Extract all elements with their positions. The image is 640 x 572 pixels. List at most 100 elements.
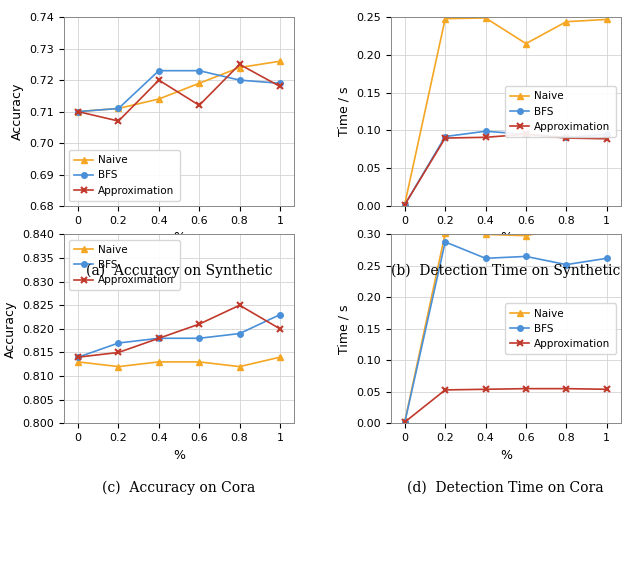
- Naive: [482, 231, 490, 238]
- Naive: [74, 108, 82, 115]
- Naive: [115, 363, 122, 370]
- Naive: [563, 18, 570, 25]
- Approximation: [236, 302, 243, 309]
- Approximation: [563, 385, 570, 392]
- Line: Naive: Naive: [402, 15, 609, 206]
- Naive: [74, 359, 82, 366]
- BFS: [74, 353, 82, 360]
- BFS: [195, 335, 203, 341]
- Approximation: [442, 387, 449, 394]
- Approximation: [155, 335, 163, 341]
- Approximation: [522, 385, 530, 392]
- Y-axis label: Time / s: Time / s: [338, 304, 351, 353]
- Legend: Naive, BFS, Approximation: Naive, BFS, Approximation: [69, 240, 180, 291]
- Approximation: [276, 325, 284, 332]
- Line: BFS: BFS: [76, 68, 283, 114]
- Naive: [401, 200, 409, 207]
- BFS: [603, 255, 611, 262]
- X-axis label: %: %: [500, 231, 512, 244]
- Text: (d)  Detection Time on Cora: (d) Detection Time on Cora: [408, 480, 604, 494]
- X-axis label: %: %: [500, 448, 512, 462]
- Approximation: [276, 83, 284, 90]
- Approximation: [603, 136, 611, 142]
- Approximation: [195, 321, 203, 328]
- X-axis label: %: %: [173, 448, 185, 462]
- Approximation: [155, 77, 163, 84]
- Approximation: [115, 349, 122, 356]
- BFS: [442, 133, 449, 140]
- Approximation: [401, 419, 409, 426]
- Naive: [155, 359, 163, 366]
- BFS: [236, 330, 243, 337]
- Naive: [603, 16, 611, 23]
- Line: Naive: Naive: [76, 58, 283, 114]
- Naive: [522, 232, 530, 239]
- Naive: [442, 230, 449, 237]
- BFS: [236, 77, 243, 84]
- BFS: [482, 255, 490, 262]
- Approximation: [74, 108, 82, 115]
- BFS: [401, 419, 409, 426]
- BFS: [482, 128, 490, 134]
- Naive: [236, 64, 243, 71]
- Naive: [563, 225, 570, 232]
- Approximation: [482, 134, 490, 141]
- Naive: [401, 418, 409, 425]
- Approximation: [563, 134, 570, 141]
- X-axis label: %: %: [173, 231, 185, 244]
- Line: Approximation: Approximation: [75, 61, 284, 125]
- BFS: [522, 131, 530, 138]
- Approximation: [236, 61, 243, 68]
- Naive: [442, 15, 449, 22]
- Approximation: [442, 134, 449, 141]
- BFS: [563, 134, 570, 141]
- Naive: [522, 40, 530, 47]
- BFS: [442, 239, 449, 245]
- BFS: [401, 201, 409, 208]
- Line: Naive: Naive: [76, 355, 283, 370]
- Approximation: [482, 386, 490, 393]
- Line: Naive: Naive: [402, 225, 609, 424]
- BFS: [276, 311, 284, 318]
- Y-axis label: Accuracy: Accuracy: [4, 300, 17, 358]
- Naive: [195, 359, 203, 366]
- Naive: [195, 80, 203, 87]
- Legend: Naive, BFS, Approximation: Naive, BFS, Approximation: [505, 303, 616, 354]
- Naive: [276, 58, 284, 65]
- Text: (a)  Accuracy on Synthetic: (a) Accuracy on Synthetic: [86, 263, 273, 277]
- BFS: [115, 340, 122, 347]
- Y-axis label: Accuracy: Accuracy: [11, 83, 24, 140]
- BFS: [155, 335, 163, 341]
- Line: BFS: BFS: [402, 129, 609, 207]
- Legend: Naive, BFS, Approximation: Naive, BFS, Approximation: [505, 86, 616, 137]
- Naive: [603, 226, 611, 233]
- Approximation: [522, 131, 530, 138]
- Text: (c)  Accuracy on Cora: (c) Accuracy on Cora: [102, 480, 255, 495]
- Approximation: [74, 353, 82, 360]
- Naive: [276, 353, 284, 360]
- Approximation: [195, 102, 203, 109]
- Text: (b)  Detection Time on Synthetic: (b) Detection Time on Synthetic: [391, 263, 620, 277]
- Naive: [236, 363, 243, 370]
- Approximation: [115, 118, 122, 125]
- Y-axis label: Time / s: Time / s: [338, 87, 351, 136]
- Naive: [482, 14, 490, 21]
- Line: Approximation: Approximation: [75, 302, 284, 360]
- BFS: [563, 261, 570, 268]
- Naive: [115, 105, 122, 112]
- BFS: [195, 67, 203, 74]
- Approximation: [401, 201, 409, 208]
- Line: Approximation: Approximation: [401, 131, 610, 208]
- BFS: [276, 80, 284, 87]
- Line: BFS: BFS: [402, 239, 609, 425]
- Line: Approximation: Approximation: [401, 385, 610, 426]
- BFS: [115, 105, 122, 112]
- BFS: [603, 131, 611, 138]
- Naive: [155, 96, 163, 102]
- BFS: [522, 253, 530, 260]
- BFS: [155, 67, 163, 74]
- Approximation: [603, 386, 611, 393]
- Legend: Naive, BFS, Approximation: Naive, BFS, Approximation: [69, 150, 180, 201]
- BFS: [74, 108, 82, 115]
- Line: BFS: BFS: [76, 312, 283, 360]
